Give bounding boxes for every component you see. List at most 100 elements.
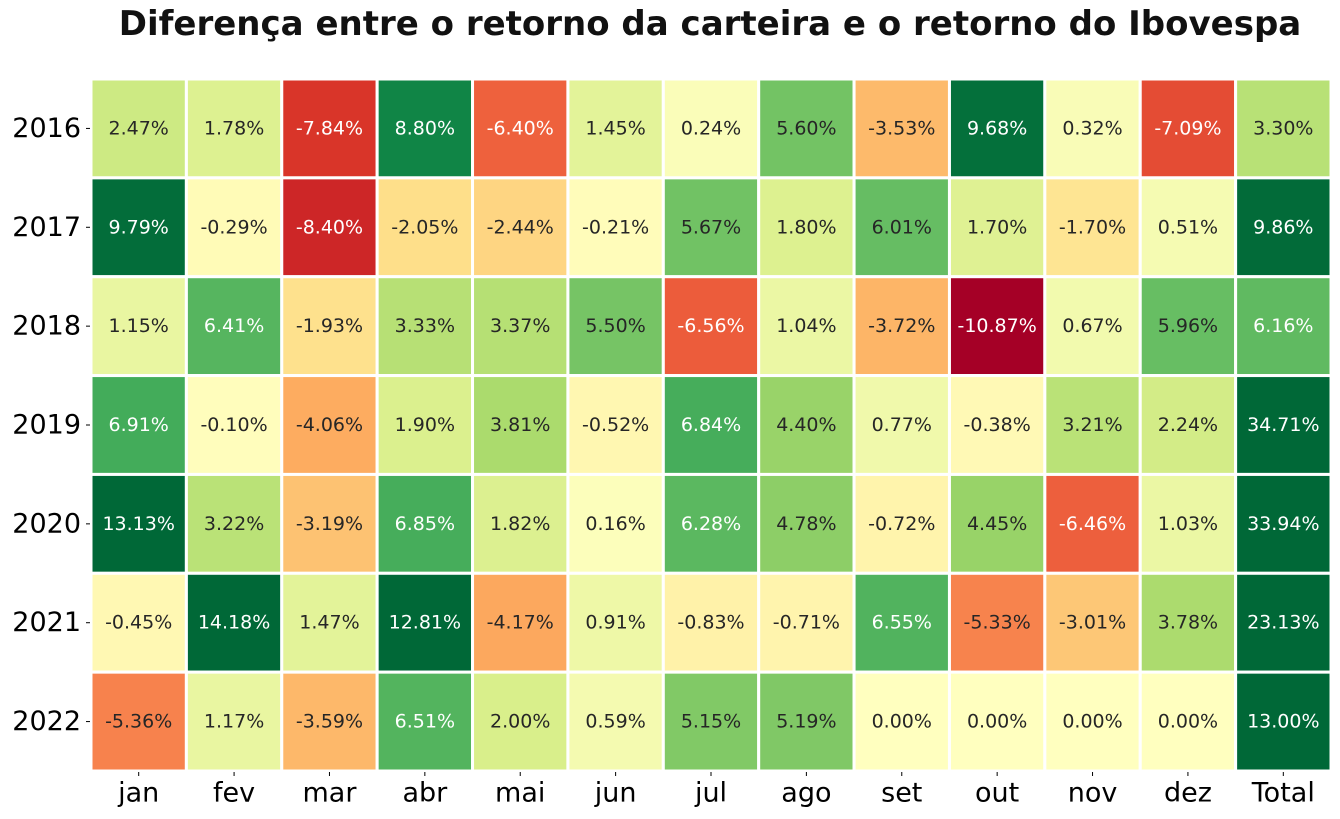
cell-label-2021-set: 6.55%	[872, 612, 932, 634]
cell-label-2019-set: 0.77%	[872, 414, 932, 436]
cell-label-2016-Total: 3.30%	[1253, 117, 1313, 139]
cell-2016-Total	[1234, 77, 1333, 180]
cell-label-2016-jul: 0.24%	[681, 117, 741, 139]
cell-label-2020-set: -0.72%	[868, 513, 935, 535]
cell-label-2017-mai: -2.44%	[487, 216, 554, 238]
x-tick-label-mai: mai	[495, 778, 545, 809]
x-tick-label-abr: abr	[402, 778, 448, 809]
cell-label-2021-Total: 23.13%	[1247, 612, 1319, 634]
cell-label-2017-mar: -8.40%	[296, 216, 363, 238]
cell-label-2022-nov: 0.00%	[1062, 711, 1122, 733]
y-tick-label-2019: 2019	[12, 410, 81, 441]
cell-label-2020-mai: 1.82%	[490, 513, 550, 535]
cell-2020-mar	[280, 472, 379, 575]
cell-label-2019-mai: 3.81%	[490, 414, 550, 436]
cell-label-2020-abr: 6.85%	[395, 513, 455, 535]
cell-label-2017-Total: 9.86%	[1253, 216, 1313, 238]
cell-2022-dez	[1138, 670, 1238, 773]
cell-label-2022-mar: -3.59%	[296, 711, 363, 733]
cell-label-2021-jan: -0.45%	[105, 612, 172, 634]
cell-2020-dez	[1138, 472, 1238, 575]
cell-2019-set	[852, 374, 951, 476]
cell-label-2020-nov: -6.46%	[1059, 513, 1126, 535]
cell-label-2016-nov: 0.32%	[1062, 117, 1122, 139]
x-tick-label-Total: Total	[1251, 778, 1315, 809]
x-tick-label-jun: jun	[594, 778, 637, 809]
cell-2017-fev	[184, 176, 284, 279]
cell-label-2020-jul: 6.28%	[681, 513, 741, 535]
cell-2020-jun	[566, 472, 665, 575]
cell-label-2019-fev: -0.10%	[200, 414, 267, 436]
cell-label-2017-abr: -2.05%	[391, 216, 458, 238]
y-tick-label-2022: 2022	[12, 706, 81, 737]
cell-2019-dez	[1138, 374, 1238, 476]
cell-2020-jul	[661, 472, 761, 575]
cell-2018-Total	[1234, 275, 1333, 378]
cell-label-2016-abr: 8.80%	[395, 117, 455, 139]
cell-2020-nov	[1043, 472, 1142, 575]
cell-2017-abr	[375, 176, 475, 279]
cell-label-2018-Total: 6.16%	[1253, 315, 1313, 337]
cell-label-2018-mar: -1.93%	[296, 315, 363, 337]
cell-2022-Total	[1234, 670, 1333, 773]
cell-2017-Total	[1234, 176, 1333, 279]
cell-label-2021-jun: 0.91%	[585, 612, 645, 634]
cell-label-2020-out: 4.45%	[967, 513, 1027, 535]
cell-label-2020-ago: 4.78%	[776, 513, 836, 535]
cell-label-2018-set: -3.72%	[868, 315, 935, 337]
cell-label-2019-jul: 6.84%	[681, 414, 741, 436]
cell-label-2018-fev: 6.41%	[204, 315, 264, 337]
cell-label-2020-jun: 0.16%	[585, 513, 645, 535]
cell-2021-nov	[1043, 571, 1142, 674]
cell-2016-jan	[89, 77, 188, 180]
cell-label-2021-ago: -0.71%	[773, 612, 840, 634]
cell-2022-nov	[1043, 670, 1142, 773]
cell-label-2017-dez: 0.51%	[1158, 216, 1218, 238]
cell-label-2016-dez: -7.09%	[1154, 117, 1221, 139]
x-tick-label-jan: jan	[117, 778, 159, 809]
cell-label-2020-fev: 3.22%	[204, 513, 264, 535]
cell-label-2022-mai: 2.00%	[490, 711, 550, 733]
cell-2016-mar	[280, 77, 379, 180]
cell-label-2021-mai: -4.17%	[487, 612, 554, 634]
cell-label-2019-abr: 1.90%	[395, 414, 455, 436]
cell-2021-Total	[1234, 571, 1333, 674]
cell-label-2018-nov: 0.67%	[1062, 315, 1122, 337]
cell-2020-Total	[1234, 472, 1333, 575]
cell-2019-fev	[184, 374, 284, 476]
cell-2017-mai	[471, 176, 570, 279]
x-tick-label-out: out	[975, 778, 1019, 809]
cell-2021-ago	[757, 571, 856, 674]
cell-label-2020-Total: 33.94%	[1247, 513, 1319, 535]
chart-title: Diferença entre o retorno da carteira e …	[118, 4, 1302, 44]
y-tick-label-2017: 2017	[12, 212, 81, 243]
cell-2016-dez	[1138, 77, 1238, 180]
cell-label-2017-fev: -0.29%	[200, 216, 267, 238]
cell-label-2016-set: -3.53%	[868, 117, 935, 139]
cell-2017-out	[947, 176, 1047, 279]
cell-label-2020-dez: 1.03%	[1158, 513, 1218, 535]
cell-label-2022-jan: -5.36%	[105, 711, 172, 733]
y-tick-label-2016: 2016	[12, 113, 81, 144]
cell-2020-out	[947, 472, 1047, 575]
cell-2019-abr	[375, 374, 475, 476]
cell-2022-jul	[661, 670, 761, 773]
cell-2020-abr	[375, 472, 475, 575]
x-tick-label-dez: dez	[1164, 778, 1212, 809]
cell-label-2017-jan: 9.79%	[109, 216, 169, 238]
cell-label-2020-mar: -3.19%	[296, 513, 363, 535]
cell-label-2016-mar: -7.84%	[296, 117, 363, 139]
cell-label-2022-fev: 1.17%	[204, 711, 264, 733]
cell-2016-fev	[184, 77, 284, 180]
cell-label-2016-mai: -6.40%	[487, 117, 554, 139]
cell-label-2021-abr: 12.81%	[389, 612, 461, 634]
cell-2017-ago	[757, 176, 856, 279]
cell-label-2016-ago: 5.60%	[776, 117, 836, 139]
cell-label-2018-dez: 5.96%	[1158, 315, 1218, 337]
cell-label-2017-jun: -0.21%	[582, 216, 649, 238]
cell-2016-set	[852, 77, 951, 180]
cell-label-2022-Total: 13.00%	[1247, 711, 1319, 733]
x-tick-label-fev: fev	[213, 778, 255, 809]
cell-label-2017-out: 1.70%	[967, 216, 1027, 238]
cell-2017-dez	[1138, 176, 1238, 279]
